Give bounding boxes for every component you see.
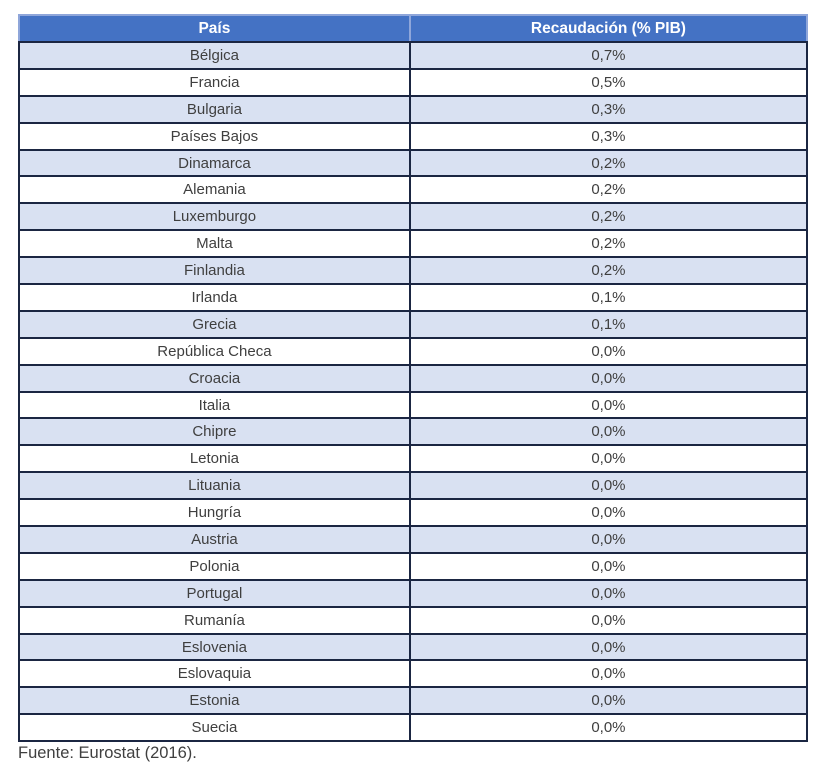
country-cell: Eslovenia	[18, 632, 411, 662]
table-row: Alemania 0,2%	[18, 175, 809, 205]
value-cell: 0,2%	[408, 229, 809, 259]
table-row: Eslovaquia 0,0%	[18, 659, 809, 689]
table-header: País Recaudación (% PIB)	[18, 14, 809, 43]
table-row: Portugal 0,0%	[18, 578, 809, 608]
value-cell: 0,7%	[408, 41, 809, 70]
source-note: Fuente: Eurostat (2016).	[18, 744, 197, 762]
table-row: Eslovenia 0,0%	[18, 632, 809, 662]
country-cell: Malta	[18, 229, 411, 259]
column-header-pais: País	[18, 14, 411, 43]
value-cell: 0,5%	[408, 67, 809, 97]
table-row: Irlanda 0,1%	[18, 283, 809, 312]
country-cell: Lituania	[18, 471, 411, 501]
country-cell: Alemania	[18, 175, 411, 205]
value-cell: 0,1%	[408, 309, 809, 339]
value-cell: 0,0%	[408, 444, 809, 474]
value-cell: 0,1%	[408, 283, 809, 312]
table-row: Bulgaria 0,3%	[18, 94, 809, 124]
country-cell: Bélgica	[18, 41, 411, 70]
value-cell: 0,0%	[408, 498, 809, 528]
table-row: Hungría 0,0%	[18, 498, 809, 528]
table-row: Finlandia 0,2%	[18, 256, 809, 286]
country-cell: Austria	[18, 525, 411, 554]
value-cell: 0,0%	[408, 471, 809, 501]
table-body: Bélgica 0,7% Francia 0,5% Bulgaria 0,3% Países…	[18, 41, 809, 743]
country-cell: Bulgaria	[18, 94, 411, 124]
value-cell: 0,2%	[408, 148, 809, 178]
country-cell: Hungría	[18, 498, 411, 528]
recaudacion-table: País Recaudación (% PIB) Bélgica 0,7% Fran…	[18, 14, 809, 743]
table-row: Dinamarca 0,2%	[18, 148, 809, 178]
table-row: Chipre 0,0%	[18, 417, 809, 447]
table-row: Croacia 0,0%	[18, 363, 809, 393]
table-row: Francia 0,5%	[18, 67, 809, 97]
value-cell: 0,0%	[408, 363, 809, 393]
country-cell: Italia	[18, 390, 411, 420]
country-cell: Finlandia	[18, 256, 411, 286]
table-row: Rumanía 0,0%	[18, 605, 809, 635]
country-cell: Irlanda	[18, 283, 411, 312]
country-cell: Rumanía	[18, 605, 411, 635]
value-cell: 0,3%	[408, 121, 809, 151]
value-cell: 0,0%	[408, 390, 809, 420]
table-row: Luxemburgo 0,2%	[18, 202, 809, 232]
country-cell: Luxemburgo	[18, 202, 411, 232]
table-row: República Checa 0,0%	[18, 336, 809, 366]
value-cell: 0,0%	[408, 551, 809, 581]
value-cell: 0,0%	[408, 713, 809, 743]
value-cell: 0,0%	[408, 686, 809, 716]
country-cell: Chipre	[18, 417, 411, 447]
country-cell: Estonia	[18, 686, 411, 716]
recaudacion-table-container: País Recaudación (% PIB) Bélgica 0,7% Fran…	[18, 14, 809, 743]
header-row: País Recaudación (% PIB)	[18, 14, 809, 43]
country-cell: Portugal	[18, 578, 411, 608]
value-cell: 0,0%	[408, 417, 809, 447]
value-cell: 0,0%	[408, 336, 809, 366]
value-cell: 0,0%	[408, 632, 809, 662]
value-cell: 0,2%	[408, 256, 809, 286]
table-row: Suecia 0,0%	[18, 713, 809, 743]
table-row: Grecia 0,1%	[18, 309, 809, 339]
value-cell: 0,2%	[408, 175, 809, 205]
table-row: Malta 0,2%	[18, 229, 809, 259]
value-cell: 0,0%	[408, 605, 809, 635]
table-row: Bélgica 0,7%	[18, 41, 809, 70]
country-cell: Francia	[18, 67, 411, 97]
table-row: Italia 0,0%	[18, 390, 809, 420]
table-row: Polonia 0,0%	[18, 551, 809, 581]
country-cell: Letonia	[18, 444, 411, 474]
value-cell: 0,2%	[408, 202, 809, 232]
value-cell: 0,0%	[408, 578, 809, 608]
table-row: Letonia 0,0%	[18, 444, 809, 474]
country-cell: Polonia	[18, 551, 411, 581]
country-cell: Grecia	[18, 309, 411, 339]
country-cell: Eslovaquia	[18, 659, 411, 689]
value-cell: 0,0%	[408, 659, 809, 689]
column-header-recaudacion: Recaudación (% PIB)	[409, 14, 809, 43]
table-row: Estonia 0,0%	[18, 686, 809, 716]
table-row: Lituania 0,0%	[18, 471, 809, 501]
table-row: Países Bajos 0,3%	[18, 121, 809, 151]
table-row: Austria 0,0%	[18, 525, 809, 554]
value-cell: 0,0%	[408, 525, 809, 554]
country-cell: Países Bajos	[18, 121, 411, 151]
country-cell: Croacia	[18, 363, 411, 393]
country-cell: República Checa	[18, 336, 411, 366]
country-cell: Suecia	[18, 713, 411, 743]
value-cell: 0,3%	[408, 94, 809, 124]
country-cell: Dinamarca	[18, 148, 411, 178]
